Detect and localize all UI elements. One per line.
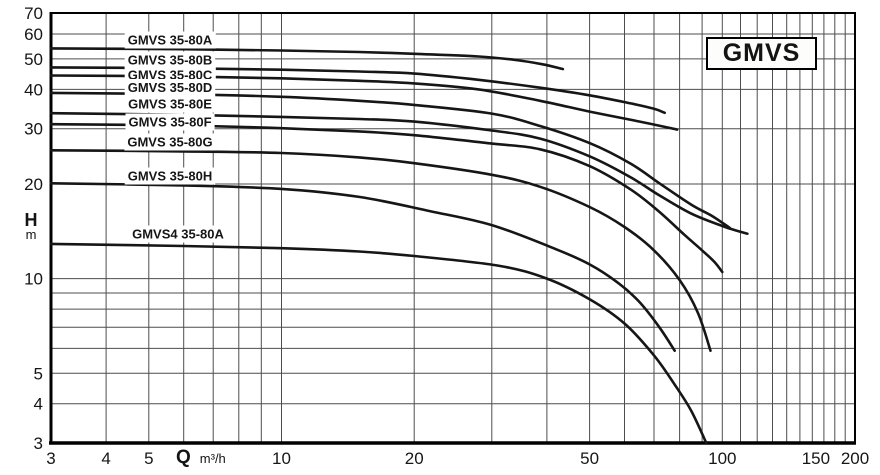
curve-label-halo: [124, 167, 216, 185]
pump-curve: [49, 149, 712, 352]
x-axis-symbol: Q: [176, 447, 191, 468]
curve-label: GMVS 35-80A: [128, 33, 213, 48]
x-tick-label: 3: [46, 449, 55, 468]
y-tick-label: 5: [34, 364, 43, 383]
curve-label-halo: [129, 225, 228, 243]
curve-label-halo: [125, 95, 216, 113]
pump-curve: [49, 66, 666, 115]
x-tick-label: 4: [101, 449, 110, 468]
x-axis-label: Q m³/h: [176, 447, 226, 469]
y-tick-label: 40: [24, 80, 43, 99]
pump-curve: [49, 91, 732, 230]
pump-curve: [49, 182, 676, 352]
y-tick-label: 20: [24, 175, 43, 194]
curve-label: GMVS 35-80D: [128, 80, 213, 95]
pump-curve: [49, 47, 565, 71]
y-tick-label: 10: [24, 270, 43, 289]
curve-label: GMVS 35-80C: [128, 68, 213, 83]
curve-label-halo: [125, 113, 215, 131]
y-axis-label: H m: [16, 210, 46, 242]
curve-label: GMVS 35-80G: [127, 135, 212, 150]
y-tick-label: 4: [34, 395, 43, 414]
pump-curve: [49, 122, 724, 274]
curve-label-halo: [124, 133, 216, 151]
x-axis-unit: m³/h: [199, 451, 226, 466]
series-family-title: GMVS: [722, 39, 801, 67]
x-tick-label: 50: [580, 449, 599, 468]
x-tick-label: 20: [405, 449, 424, 468]
x-tick-label: 150: [802, 449, 830, 468]
curve-label-halo: [124, 79, 216, 96]
curve-label: GMVS4 35-80A: [132, 227, 224, 242]
x-tick-label: 100: [708, 449, 736, 468]
y-tick-label: 70: [24, 4, 43, 23]
curve-label: GMVS 35-80F: [128, 115, 211, 130]
y-tick-label: 50: [24, 50, 43, 69]
x-tick-label: 5: [144, 449, 153, 468]
series-family-title-box: GMVS: [706, 37, 817, 70]
x-tick-label: 200: [841, 449, 869, 468]
y-axis-unit: m: [25, 227, 37, 242]
curve-label: GMVS 35-80B: [128, 53, 213, 68]
pump-curve: [49, 242, 708, 445]
pump-curve: [49, 74, 679, 131]
curve-label: GMVS 35-80H: [128, 169, 213, 184]
curve-label-halo: [124, 51, 216, 69]
curve-label: GMVS 35-80E: [128, 97, 212, 112]
x-tick-label: 10: [272, 449, 291, 468]
pump-curve: [49, 111, 749, 235]
y-tick-label: 60: [24, 25, 43, 44]
y-axis-symbol: H: [24, 210, 38, 230]
curve-label-halo: [124, 31, 216, 49]
y-tick-label: 30: [24, 120, 43, 139]
y-tick-label: 3: [34, 434, 43, 453]
